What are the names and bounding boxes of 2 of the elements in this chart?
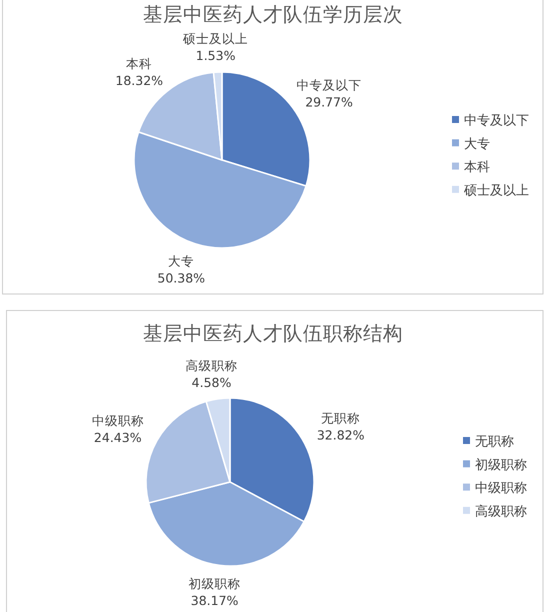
title: 基层中医药人才队伍职称结构: [143, 322, 403, 345]
title: 基层中医药人才队伍学历层次: [143, 3, 403, 26]
